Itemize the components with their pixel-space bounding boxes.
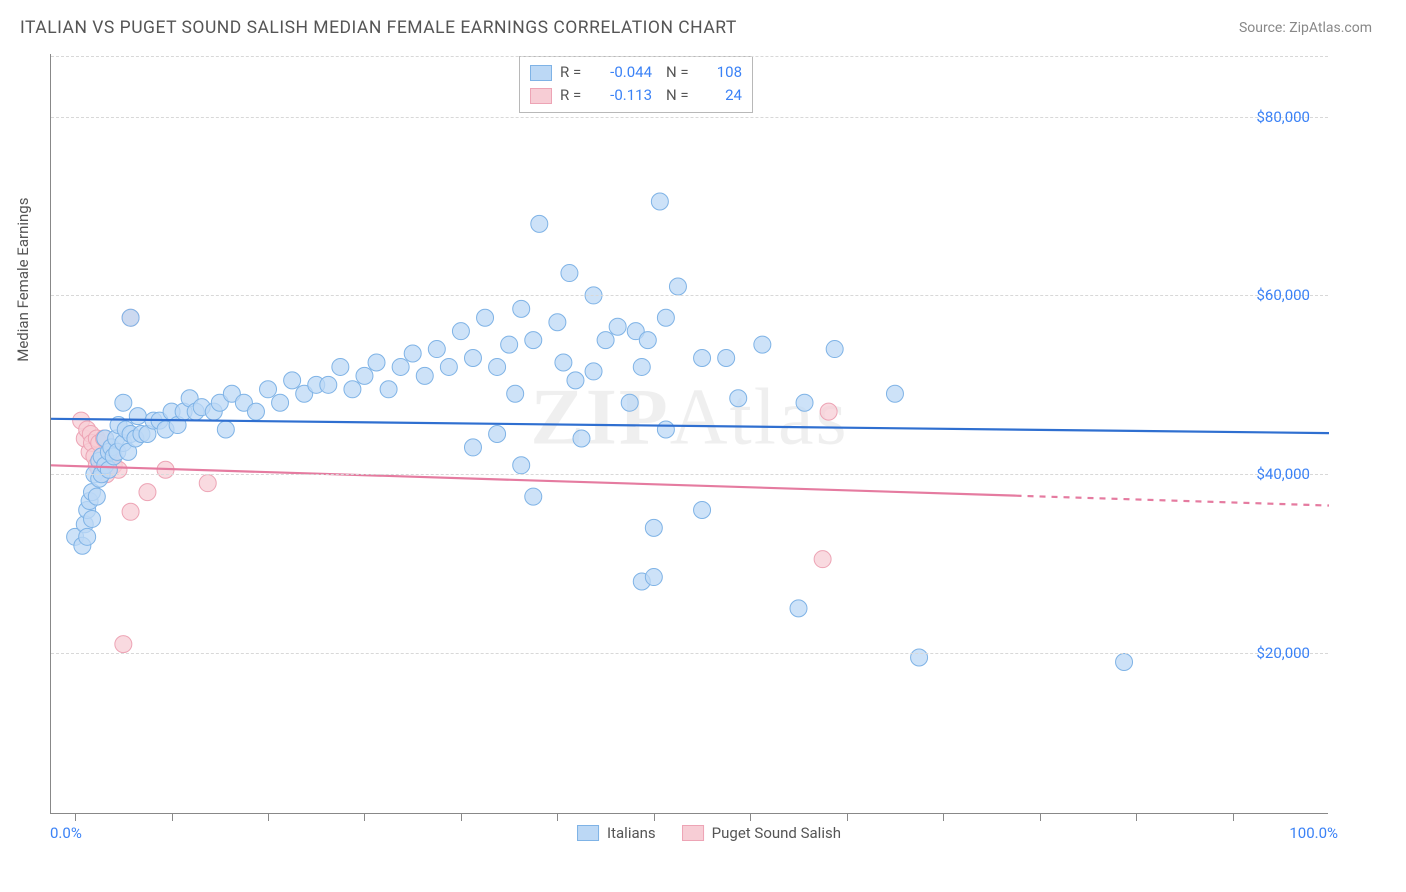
swatch-italians-bottom: [577, 825, 599, 841]
plot-area: Median Female Earnings ZIPAtlas R = -0.0…: [38, 54, 1358, 814]
swatch-salish-bottom: [682, 825, 704, 841]
x-axis-row: 0.0% Italians Puget Sound Salish 100.0%: [50, 824, 1368, 842]
legend-label-italians: Italians: [607, 824, 656, 842]
y-tick-label: $80,000: [1256, 108, 1310, 126]
x-min-label: 0.0%: [50, 824, 82, 842]
legend-bottom: Italians Puget Sound Salish: [577, 824, 841, 842]
plot-inner: ZIPAtlas R = -0.044 N = 108 R = -0.113 N…: [50, 54, 1328, 814]
swatch-italians: [530, 65, 552, 81]
legend-stats: R = -0.044 N = 108 R = -0.113 N = 24: [519, 56, 753, 113]
source-label: Source: ZipAtlas.com: [1239, 18, 1372, 36]
n-value-italians: 108: [708, 61, 742, 84]
y-tick-label: $20,000: [1256, 644, 1310, 662]
y-axis-title: Median Female Earnings: [14, 198, 32, 362]
scatter-svg: [51, 54, 1328, 813]
legend-label-salish: Puget Sound Salish: [712, 824, 841, 842]
x-max-label: 100.0%: [1289, 824, 1338, 842]
swatch-salish: [530, 88, 552, 104]
y-tick-label: $40,000: [1256, 465, 1310, 483]
r-value-salish: -0.113: [596, 84, 652, 107]
chart-title: ITALIAN VS PUGET SOUND SALISH MEDIAN FEM…: [20, 18, 737, 38]
n-value-salish: 24: [708, 84, 742, 107]
r-value-italians: -0.044: [596, 61, 652, 84]
y-tick-label: $60,000: [1256, 286, 1310, 304]
